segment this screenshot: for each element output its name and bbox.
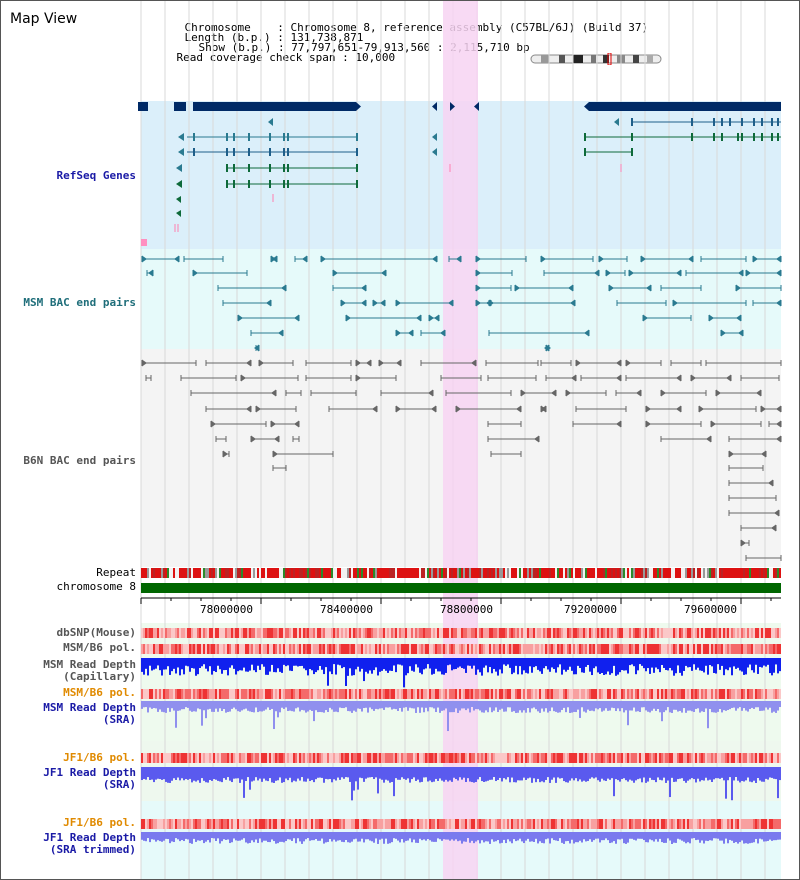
- length-label: Length (b.p.): [184, 31, 271, 44]
- track-label-msm-bac[interactable]: MSM BAC end pairs: [23, 296, 136, 309]
- grid-lines: [140, 1, 766, 879]
- track-label-msm-depth-capillary[interactable]: MSM Read Depth (Capillary): [43, 658, 136, 683]
- b6n-bac-glyphs: [141, 359, 782, 561]
- axis-tick-label: 78400000: [320, 603, 373, 616]
- track-label-jf1-depth-trimmed[interactable]: JF1 Read Depth (SRA trimmed): [43, 831, 136, 856]
- refseq-genes-glyphs: [138, 102, 781, 246]
- coverage-value: 10,000: [355, 51, 396, 64]
- track-label-msm-pol-2[interactable]: MSM/B6 pol.: [63, 686, 136, 699]
- coverage-label: Read coverage check span: [176, 51, 336, 64]
- chromosome-ideogram[interactable]: [529, 53, 663, 65]
- track-label-dbsnp[interactable]: dbSNP(Mouse): [56, 626, 136, 639]
- repeat-track-bar: [141, 568, 781, 578]
- heat-tracks: [141, 628, 781, 829]
- track-label-msm-depth-sra[interactable]: MSM Read Depth (SRA): [43, 701, 136, 726]
- axis-tick-label: 78000000: [200, 603, 253, 616]
- track-label-jf1-pol-2[interactable]: JF1/B6 pol.: [63, 816, 136, 829]
- page-title: Map View: [10, 11, 78, 27]
- track-label-jf1-pol[interactable]: JF1/B6 pol.: [63, 751, 136, 764]
- chromosome-label: Chromosome: [184, 21, 251, 34]
- show-value: 77,797,651-79,913,560 : 2,115,710 bp: [291, 41, 530, 54]
- track-label-b6n-bac[interactable]: B6N BAC end pairs: [23, 454, 136, 467]
- track-label-refseq[interactable]: RefSeq Genes: [56, 169, 136, 182]
- depth-tracks: [141, 658, 781, 844]
- show-label: Show (b.p.): [198, 41, 272, 54]
- length-info-row: Length (b.p.) : 131,738,871: [184, 31, 364, 44]
- axis-tick-label: 79600000: [684, 603, 737, 616]
- track-label-jf1-depth-sra[interactable]: JF1 Read Depth (SRA): [43, 766, 136, 791]
- coverage-info-row: Read coverage check span : 10,000: [176, 51, 396, 64]
- show-info-row: Show (b.p.) : 77,797,651-79,913,560 : 2,…: [198, 41, 530, 54]
- chromosome-bar: [141, 583, 781, 593]
- length-value: 131,738,871: [290, 31, 364, 44]
- track-label-repeat[interactable]: Repeat: [96, 566, 136, 579]
- track-label-msm-pol[interactable]: MSM/B6 pol.: [63, 641, 136, 654]
- axis-tick-label: 78800000: [440, 603, 493, 616]
- track-label-chromosome[interactable]: chromosome 8: [56, 580, 136, 593]
- axis-ticks: [140, 598, 772, 604]
- highlight-region: [443, 1, 478, 879]
- axis-tick-label: 79200000: [564, 603, 617, 616]
- msm-bac-glyphs: [141, 255, 782, 352]
